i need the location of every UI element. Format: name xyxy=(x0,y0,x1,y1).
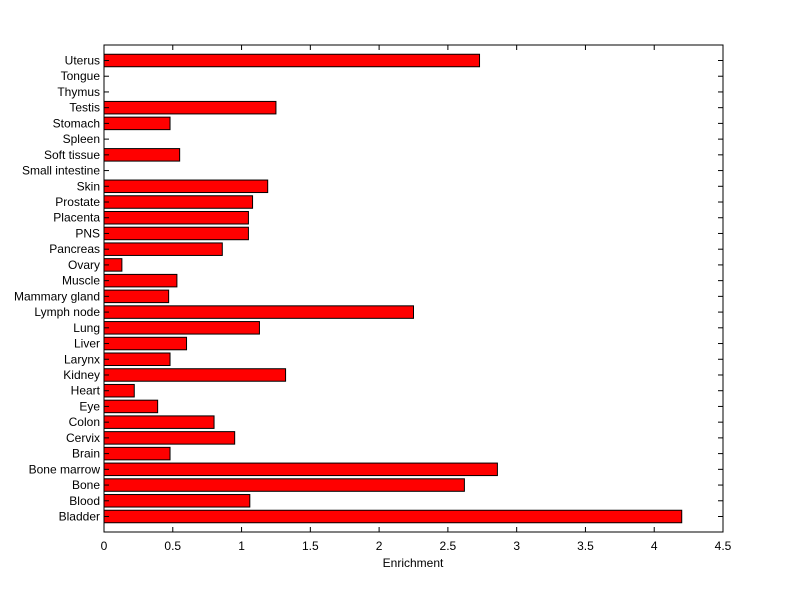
bar-bone-marrow xyxy=(103,462,498,477)
bar-cervix xyxy=(103,431,236,445)
y-tick-label-thymus: Thymus xyxy=(57,85,100,99)
bar-bone xyxy=(103,478,465,492)
bar-bladder xyxy=(103,509,683,524)
x-tick-label-0: 0 xyxy=(101,539,108,553)
y-tick-label-spleen: Spleen xyxy=(63,132,100,146)
bar-placenta xyxy=(103,210,249,225)
y-tick-label-pns: PNS xyxy=(75,226,100,240)
bar-liver xyxy=(103,336,188,351)
y-tick-label-heart: Heart xyxy=(71,384,101,398)
x-tick-label-3: 1.5 xyxy=(302,539,319,553)
y-tick-label-tongue: Tongue xyxy=(61,69,101,83)
bar-pns xyxy=(103,226,249,241)
y-tick-label-small-intestine: Small intestine xyxy=(22,164,100,178)
y-tick-label-bone: Bone xyxy=(72,478,100,492)
y-tick-label-testis: Testis xyxy=(69,101,100,115)
bar-testis xyxy=(103,100,277,115)
x-axis-ticks xyxy=(103,45,724,532)
y-tick-label-pancreas: Pancreas xyxy=(49,242,100,256)
y-tick-label-blood: Blood xyxy=(69,494,100,508)
y-tick-label-ovary: Ovary xyxy=(68,258,100,272)
x-tick-label-2: 1 xyxy=(238,539,245,553)
bar-stomach xyxy=(103,116,171,131)
bar-larynx xyxy=(103,352,171,367)
plot-area-frame xyxy=(103,44,724,533)
x-tick-label-7: 3.5 xyxy=(577,539,594,553)
x-tick-label-8: 4 xyxy=(651,539,658,553)
bar-mammary-gland xyxy=(103,289,170,304)
y-tick-label-placenta: Placenta xyxy=(53,211,100,225)
y-tick-label-kidney: Kidney xyxy=(63,368,100,382)
bar-prostate xyxy=(103,195,254,209)
x-axis-tick-labels: 0 0.5 1 1.5 2 2.5 3 3.5 4 4.5 xyxy=(101,539,732,553)
bar-skin xyxy=(103,179,269,194)
y-tick-label-bone-marrow: Bone marrow xyxy=(29,462,101,476)
y-tick-label-liver: Liver xyxy=(74,337,100,351)
y-tick-label-larynx: Larynx xyxy=(64,352,100,366)
x-tick-label-1: 0.5 xyxy=(164,539,181,553)
bar-pancreas xyxy=(103,242,223,256)
y-tick-label-lymph-node: Lymph node xyxy=(34,305,100,319)
y-tick-label-colon: Colon xyxy=(69,415,100,429)
y-tick-label-soft-tissue: Soft tissue xyxy=(44,148,100,162)
x-tick-label-4: 2 xyxy=(376,539,383,553)
bar-soft-tissue xyxy=(103,148,181,162)
bar-muscle xyxy=(103,273,178,288)
y-axis-ticks xyxy=(104,60,723,517)
y-tick-label-skin: Skin xyxy=(77,179,100,193)
y-tick-label-brain: Brain xyxy=(72,447,100,461)
y-tick-label-stomach: Stomach xyxy=(53,116,100,130)
y-tick-label-mammary-gland: Mammary gland xyxy=(14,289,100,303)
y-tick-label-prostate: Prostate xyxy=(55,195,100,209)
bar-eye xyxy=(103,399,159,414)
bar-colon xyxy=(103,415,215,429)
x-axis-label: Enrichment xyxy=(383,556,444,570)
x-tick-label-5: 2.5 xyxy=(440,539,457,553)
y-tick-label-lung: Lung xyxy=(73,321,100,335)
y-tick-label-uterus: Uterus xyxy=(65,54,100,68)
bar-kidney xyxy=(103,368,287,382)
bar-lymph-node xyxy=(103,305,414,319)
y-tick-label-eye: Eye xyxy=(79,399,100,413)
bar-brain xyxy=(103,446,171,461)
y-tick-label-bladder: Bladder xyxy=(59,510,100,524)
bar-blood xyxy=(103,494,251,508)
y-tick-label-cervix: Cervix xyxy=(66,431,100,445)
x-tick-label-9: 4.5 xyxy=(715,539,732,553)
y-tick-label-muscle: Muscle xyxy=(62,274,100,288)
bar-uterus xyxy=(103,53,481,68)
bar-lung xyxy=(103,321,260,335)
x-tick-label-6: 3 xyxy=(513,539,520,553)
